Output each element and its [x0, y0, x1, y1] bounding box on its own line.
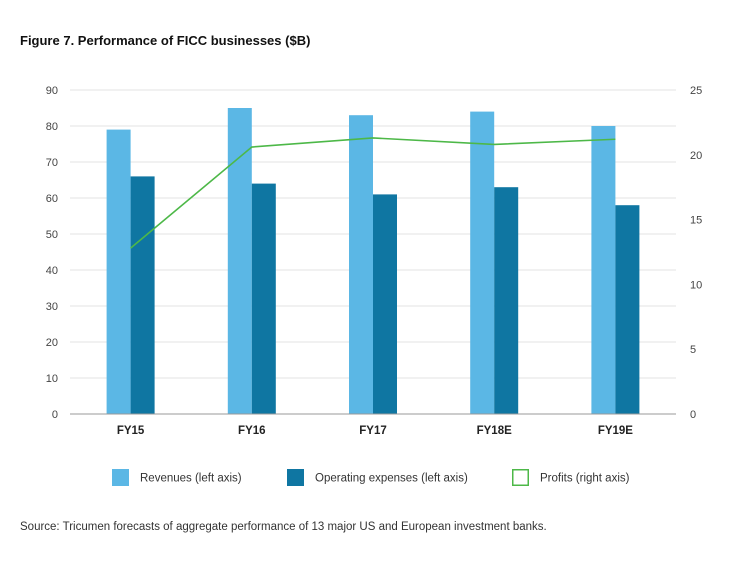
x-tick-label: FY16	[238, 425, 266, 437]
legend: Revenues (left axis) Operating expenses (…	[112, 469, 630, 486]
revenue-bar	[591, 126, 616, 414]
x-tick-label: FY15	[117, 425, 145, 437]
legend-swatch	[512, 469, 529, 486]
left-tick-label: 10	[46, 373, 58, 385]
x-tick-label: FY17	[359, 425, 387, 437]
left-tick-label: 80	[46, 121, 58, 133]
opex-bar	[615, 205, 640, 414]
right-tick-label: 5	[690, 344, 696, 356]
left-tick-label: 0	[52, 409, 58, 421]
legend-swatch	[112, 469, 129, 486]
revenue-bar	[227, 108, 252, 414]
left-tick-label: 30	[46, 301, 58, 313]
opex-bar	[373, 194, 397, 414]
opex-bar	[130, 176, 155, 414]
opex-bar	[494, 187, 519, 414]
right-tick-label: 25	[690, 85, 702, 97]
x-tick-label: FY18E	[477, 425, 512, 437]
right-tick-label: 0	[690, 409, 696, 421]
axes: 0 10 20 30 40 50 60 70 80 90 0 5 10 15 20 25 FY15 FY16 FY1…	[46, 85, 703, 437]
chart-title: Figure 7. Performance of FICC businesses…	[20, 33, 311, 48]
legend-swatch	[287, 469, 304, 486]
profits-line-group	[130, 137, 616, 249]
left-tick-label: 70	[46, 157, 58, 169]
left-tick-label: 90	[46, 85, 58, 97]
left-tick-label: 60	[46, 193, 58, 205]
legend-label: Profits (right axis)	[540, 473, 630, 485]
revenue-bar	[106, 129, 131, 414]
revenue-bar	[349, 115, 373, 414]
left-tick-label: 40	[46, 265, 58, 277]
left-tick-label: 50	[46, 229, 58, 241]
revenue-bar	[470, 111, 495, 414]
x-tick-label: FY19E	[598, 425, 633, 437]
opex-bar	[251, 183, 276, 414]
bars	[106, 108, 640, 414]
right-tick-label: 10	[690, 279, 702, 291]
source-note: Source: Tricumen forecasts of aggregate …	[20, 521, 547, 533]
right-tick-label: 15	[690, 215, 702, 227]
left-tick-label: 20	[46, 337, 58, 349]
chart: 0 10 20 30 40 50 60 70 80 90 0 5 10 15 20 25 FY15 FY16 FY1…	[46, 85, 703, 486]
legend-label: Operating expenses (left axis)	[315, 473, 468, 485]
legend-label: Revenues (left axis)	[140, 473, 242, 485]
right-tick-label: 20	[690, 150, 702, 162]
